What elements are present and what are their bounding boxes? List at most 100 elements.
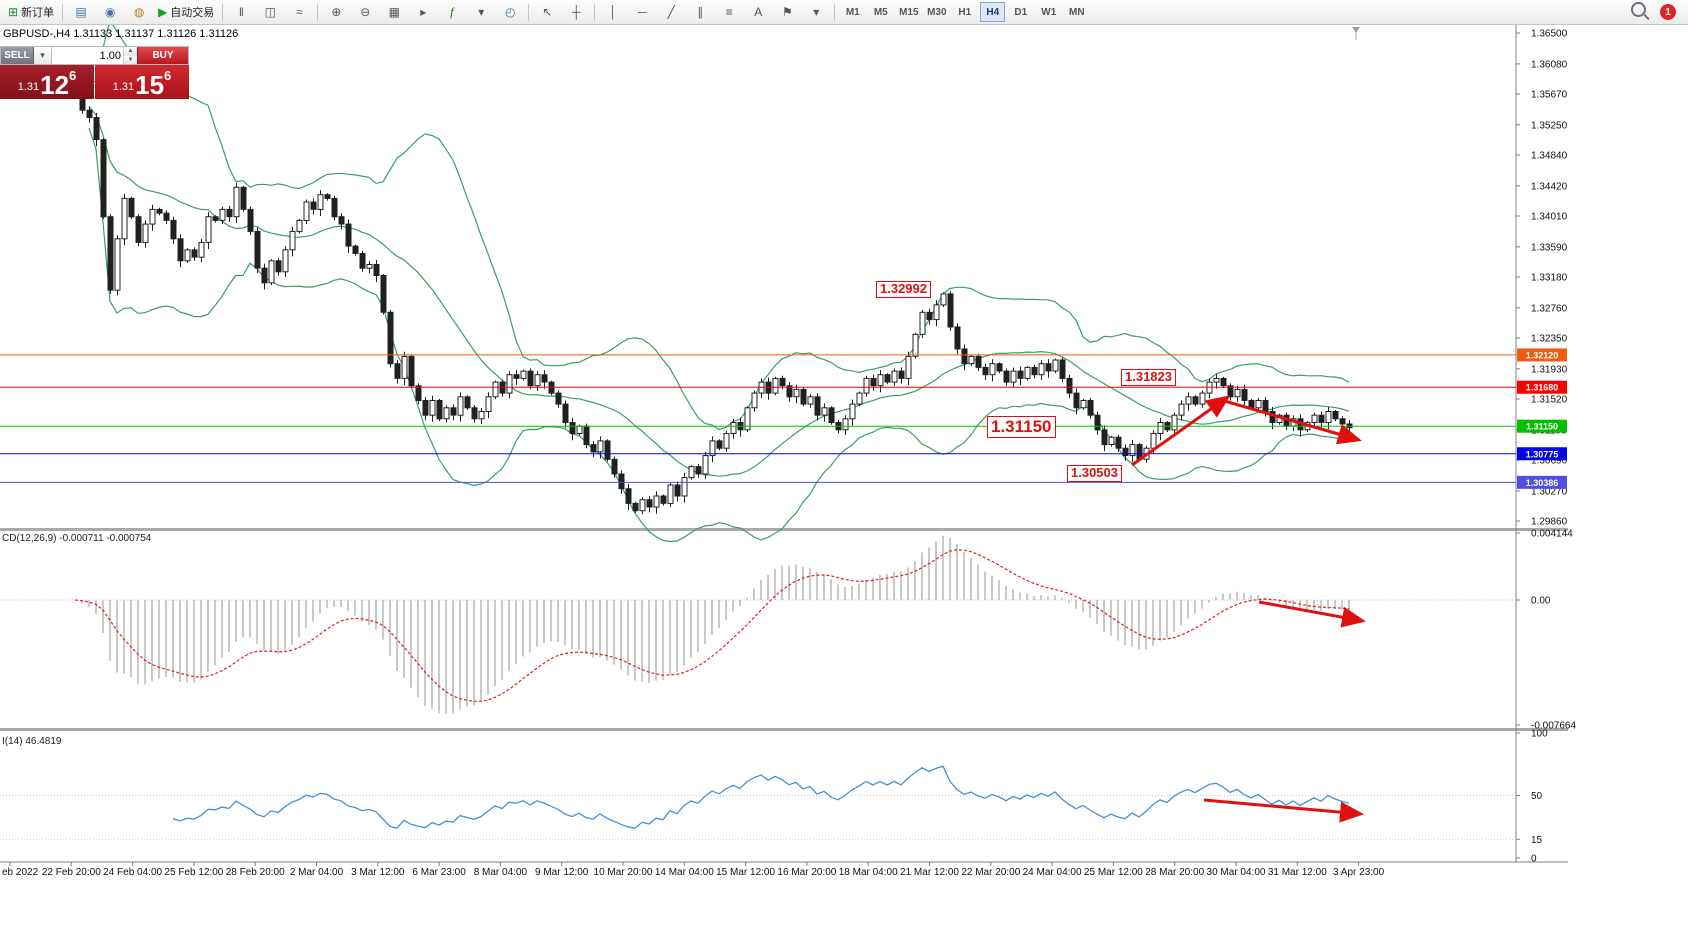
svg-text:1.29860: 1.29860 (1531, 517, 1568, 528)
svg-text:24 Mar 04:00: 24 Mar 04:00 (1023, 867, 1082, 878)
trendline-button[interactable]: ╱ (657, 1, 685, 23)
sell-price-sup: 6 (69, 68, 77, 83)
timeframe-m5[interactable]: M5 (873, 6, 888, 18)
candlestick-chart-button[interactable]: ◫ (256, 1, 284, 23)
indicators-button[interactable]: ƒ (438, 1, 466, 23)
svg-text:1.34840: 1.34840 (1531, 151, 1568, 162)
bar-chart-button[interactable]: ‖ (227, 1, 255, 23)
shapes-dropdown[interactable]: ▾ (802, 1, 830, 23)
buy-price-button[interactable]: 1.31 15 6 (95, 65, 189, 99)
svg-text:15 Mar 12:00: 15 Mar 12:00 (716, 867, 775, 878)
timeframe-h1[interactable]: H1 (958, 6, 972, 18)
text-button[interactable]: A (744, 1, 772, 23)
price-annotation[interactable]: 1.31823 (1121, 369, 1176, 386)
periods-dropdown[interactable]: ▾ (467, 1, 495, 23)
indicators-icon: ƒ (448, 5, 456, 19)
templates-button[interactable]: ◴ (496, 1, 524, 23)
toolbar-separator (222, 3, 224, 21)
svg-text:6 Mar 23:00: 6 Mar 23:00 (412, 867, 466, 878)
buy-price-big: 15 (135, 70, 165, 100)
price-scale[interactable] (1516, 25, 1568, 862)
svg-text:16 Mar 20:00: 16 Mar 20:00 (777, 867, 836, 878)
new-order-button-label: 新订单 (21, 7, 55, 19)
timeframe-m1[interactable]: M1 (845, 6, 860, 18)
toolbar-right-group: 1 (1631, 2, 1684, 22)
svg-text:2 Mar 04:00: 2 Mar 04:00 (290, 867, 344, 878)
crosshair-button[interactable]: ┼ (562, 1, 590, 23)
svg-text:31 Mar 12:00: 31 Mar 12:00 (1268, 867, 1327, 878)
volume-decrease-button[interactable]: ▼ (124, 55, 137, 64)
toolbar: ⊞ 新订单 ▤ ◉ ◍ ▶ 自动交易 ‖ ◫ ≈ ⊕ ⊖ ▦ ▸ ƒ ▾ ◴ ↖ ┼ │ ─ ╱ ∥ ≡ A ⚑ ▾ M1 M5 M15 M… (0, 0, 1688, 25)
notification-badge[interactable]: 1 (1660, 4, 1676, 20)
sell-button[interactable]: SELL (1, 47, 34, 64)
svg-text:10 Mar 20:00: 10 Mar 20:00 (594, 867, 653, 878)
svg-text:1.34010: 1.34010 (1531, 212, 1568, 223)
rsi-label: I(14) 46.4819 (2, 736, 62, 747)
svg-text:-0.007664: -0.007664 (1531, 721, 1576, 732)
horizontal-line-icon: ─ (638, 5, 647, 19)
svg-text:1.35670: 1.35670 (1531, 90, 1568, 101)
autotrading-button[interactable]: ▶ 自动交易 (154, 1, 218, 23)
fibonacci-button[interactable]: ≡ (715, 1, 743, 23)
volume-input[interactable] (63, 47, 123, 64)
svg-text:1.36080: 1.36080 (1531, 59, 1568, 70)
profile-icon-icon: ◉ (104, 5, 116, 19)
sell-price-button[interactable]: 1.31 12 6 (0, 65, 94, 99)
fibonacci-icon: ≡ (725, 5, 733, 19)
horizontal-line-button[interactable]: ─ (628, 1, 656, 23)
toolbar-separator (317, 3, 319, 21)
svg-text:1.30775: 1.30775 (1526, 449, 1559, 459)
cursor-button[interactable]: ↖ (533, 1, 561, 23)
candlestick-chart-icon: ◫ (264, 5, 276, 19)
svg-text:18 Mar 04:00: 18 Mar 04:00 (839, 867, 898, 878)
timeframe-d1[interactable]: D1 (1014, 6, 1028, 18)
toolbar-separator (834, 3, 836, 21)
svg-text:1.36500: 1.36500 (1531, 29, 1568, 40)
svg-text:0.004144: 0.004144 (1531, 529, 1573, 540)
crosshair-icon: ┼ (572, 5, 581, 19)
new-order-icon: ⊞ (8, 5, 19, 19)
order-type-dropdown[interactable]: ▾ (34, 47, 52, 64)
svg-text:22 Mar 20:00: 22 Mar 20:00 (961, 867, 1020, 878)
svg-text:9 Mar 12:00: 9 Mar 12:00 (535, 867, 589, 878)
volume-increase-button[interactable]: ▲ (124, 47, 137, 56)
svg-text:3 Apr 23:00: 3 Apr 23:00 (1333, 867, 1385, 878)
buy-price-sup: 6 (164, 68, 172, 83)
timeframe-h4[interactable]: H4 (980, 2, 1006, 22)
svg-text:14 Mar 04:00: 14 Mar 04:00 (655, 867, 714, 878)
svg-text:1.32350: 1.32350 (1531, 334, 1568, 345)
timeframe-m30[interactable]: M30 (927, 6, 947, 18)
new-order-button[interactable]: ⊞ 新订单 (4, 1, 58, 23)
timeframe-m15[interactable]: M15 (899, 6, 919, 18)
chart-window-icon[interactable]: ▤ (67, 1, 95, 23)
price-annotation[interactable]: 1.30503 (1067, 465, 1122, 482)
price-annotation[interactable]: 1.31150 (987, 416, 1056, 438)
market-watch-icon[interactable]: ◍ (125, 1, 153, 23)
buy-button[interactable]: BUY (137, 47, 188, 64)
line-chart-icon: ≈ (296, 5, 303, 19)
zoom-in-button[interactable]: ⊕ (322, 1, 350, 23)
toolbar-separator (594, 3, 596, 21)
svg-text:1.31520: 1.31520 (1531, 395, 1568, 406)
label-button[interactable]: ⚑ (773, 1, 801, 23)
tile-windows-button[interactable]: ▦ (380, 1, 408, 23)
label-icon: ⚑ (781, 5, 793, 19)
timeframe-mn[interactable]: MN (1069, 6, 1085, 18)
timeframe-w1[interactable]: W1 (1041, 6, 1057, 18)
zoom-out-button[interactable]: ⊖ (351, 1, 379, 23)
svg-text:0.00: 0.00 (1531, 596, 1551, 607)
svg-text:1.33590: 1.33590 (1531, 242, 1568, 253)
profile-icon[interactable]: ◉ (96, 1, 124, 23)
navigator-button[interactable]: ▸ (409, 1, 437, 23)
macd-label: CD(12,26,9) -0.000711 -0.000754 (2, 533, 152, 544)
search-button[interactable] (1631, 2, 1646, 22)
channel-button[interactable]: ∥ (686, 1, 714, 23)
price-annotation[interactable]: 1.32992 (876, 281, 931, 298)
line-chart-button[interactable]: ≈ (285, 1, 313, 23)
time-scale[interactable] (0, 862, 1516, 882)
vertical-line-button[interactable]: │ (599, 1, 627, 23)
svg-text:1.34420: 1.34420 (1531, 181, 1568, 192)
svg-text:1.31150: 1.31150 (1526, 422, 1558, 432)
market-watch-icon-icon: ◍ (133, 5, 145, 19)
